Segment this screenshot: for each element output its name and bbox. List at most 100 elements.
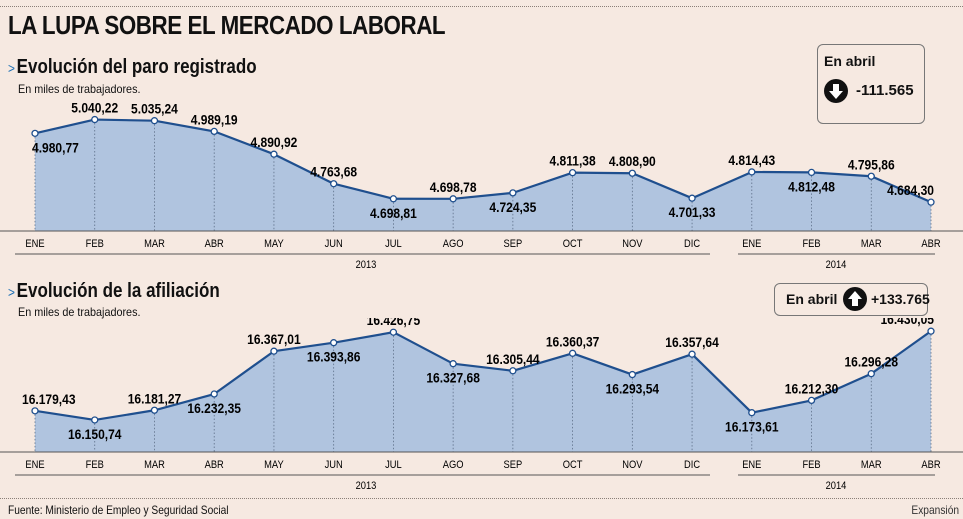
tick-label: AGO <box>443 238 464 250</box>
year-label: 2014 <box>826 480 847 492</box>
data-label: 16.305,44 <box>486 351 540 367</box>
callout-paro: En abril -111.565 <box>817 44 925 124</box>
data-label: 16.357,64 <box>665 334 719 350</box>
tick-label: MAR <box>861 459 882 471</box>
tick-label: SEP <box>504 459 523 471</box>
tick-label: SEP <box>504 238 523 250</box>
data-point <box>688 194 696 202</box>
data-label: 4.795,86 <box>848 156 895 172</box>
data-point <box>628 370 636 379</box>
data-label: 16.327,68 <box>426 370 480 386</box>
data-point <box>31 129 39 137</box>
data-label: 4.812,48 <box>788 179 835 195</box>
tick-label: MAR <box>144 238 165 250</box>
tick-label: DIC <box>684 459 700 471</box>
tick-label: MAY <box>264 459 284 471</box>
chevron-right-icon: > <box>8 284 15 300</box>
data-point <box>270 150 278 158</box>
arrow-up-icon <box>843 287 867 311</box>
tick-label: FEB <box>86 459 104 471</box>
data-point <box>91 115 99 124</box>
tick-label: AGO <box>443 459 464 471</box>
chart-afiliacion: 16.179,43 16.150,74 16.181,27 16.232,35 16.3… <box>0 318 963 492</box>
data-point <box>91 416 99 424</box>
data-label: 16.173,61 <box>725 419 779 435</box>
tick-label: FEB <box>802 459 820 471</box>
data-point <box>270 347 278 355</box>
tick-label: ABR <box>921 459 940 471</box>
chart-paro: 4.980,77 5.040,22 5.035,24 4.989,19 4.890,92… <box>0 100 963 271</box>
data-label: 16.150,74 <box>68 426 122 442</box>
data-point <box>210 127 218 136</box>
callout-afiliacion-label: En abril <box>786 291 838 307</box>
data-label: 16.293,54 <box>606 381 660 397</box>
data-point <box>927 198 935 206</box>
tick-label: MAR <box>144 459 165 471</box>
series-line <box>34 118 932 204</box>
tick-label: MAY <box>264 238 284 250</box>
data-label: 16.367,01 <box>247 331 301 347</box>
data-point <box>389 195 398 203</box>
callout-afiliacion-value: +133.765 <box>871 291 930 307</box>
data-label: 4.698,81 <box>370 205 417 221</box>
tick-label: FEB <box>86 238 104 250</box>
data-label: 4.701,33 <box>669 204 716 220</box>
data-label: 4.980,77 <box>32 139 79 155</box>
tick-label: JUL <box>385 238 402 250</box>
series-line <box>34 330 932 422</box>
data-point <box>688 350 696 358</box>
data-point <box>330 180 338 188</box>
data-point <box>807 168 816 177</box>
data-point <box>867 172 875 180</box>
data-label: 16.232,35 <box>187 400 241 416</box>
tick-label: ABR <box>205 459 224 471</box>
tick-label: OCT <box>563 459 583 471</box>
data-label: 4.684,30 <box>887 182 934 198</box>
chart0-area <box>35 119 931 231</box>
tick-label: ABR <box>921 238 940 250</box>
data-point <box>449 360 457 368</box>
brand-name: Expansión <box>911 503 959 517</box>
callout-paro-label: En abril <box>824 53 876 69</box>
year-label: 2013 <box>356 480 377 492</box>
data-label: 4.763,68 <box>310 164 357 180</box>
data-label: 4.698,78 <box>430 179 477 195</box>
data-point <box>150 406 159 414</box>
data-label: 5.035,24 <box>131 101 179 117</box>
chart2-units: En miles de trabajadores. <box>18 305 141 319</box>
data-point <box>449 195 457 203</box>
tick-label: ABR <box>205 238 224 250</box>
data-label: 5.040,22 <box>71 100 118 116</box>
tick-label: DIC <box>684 238 700 250</box>
data-point <box>210 390 218 398</box>
data-label: 4.890,92 <box>251 134 298 150</box>
data-label: 16.430,05 <box>880 318 934 327</box>
tick-label: NOV <box>622 459 642 471</box>
data-point <box>927 327 935 335</box>
data-label: 16.181,27 <box>128 390 182 406</box>
data-point <box>748 168 756 176</box>
tick-label: ENE <box>25 459 44 471</box>
data-label: 16.296,28 <box>845 354 899 370</box>
page-title: LA LUPA SOBRE EL MERCADO LABORAL <box>8 10 446 40</box>
tick-label: ENE <box>742 459 761 471</box>
data-label: 16.426,75 <box>367 318 421 328</box>
data-label: 16.360,37 <box>546 333 600 349</box>
tick-label: JUN <box>325 238 343 250</box>
data-point <box>389 328 398 336</box>
chart1-area <box>35 331 931 452</box>
arrow-down-icon <box>824 79 848 103</box>
callout-afiliacion: En abril +133.765 <box>774 283 930 316</box>
chevron-right-icon: > <box>8 60 15 76</box>
data-label: 4.808,90 <box>609 153 656 169</box>
chart2-title-text: Evolución de la afiliación <box>16 280 220 302</box>
tick-label: FEB <box>802 238 820 250</box>
chart2-title: >Evolución de la afiliación <box>8 280 220 303</box>
data-point <box>509 189 517 197</box>
tick-label: ENE <box>25 238 44 250</box>
year-label: 2014 <box>826 259 847 271</box>
data-point <box>509 367 517 375</box>
tick-label: JUN <box>325 459 343 471</box>
data-label: 4.724,35 <box>489 199 536 215</box>
tick-label: MAR <box>861 238 882 250</box>
